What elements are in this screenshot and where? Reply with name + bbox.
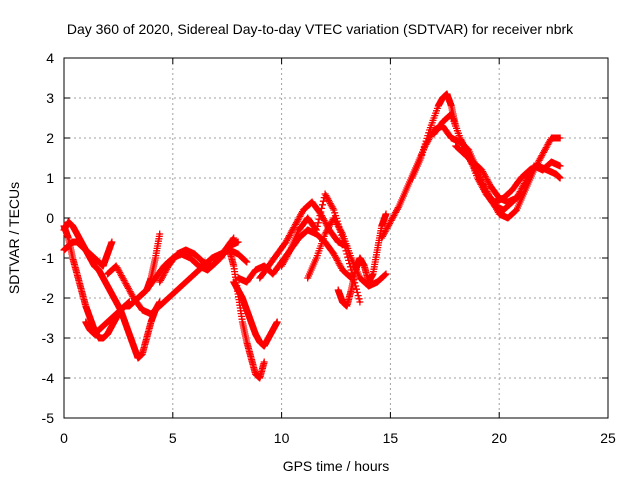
y-tick-label: 4 [46,50,54,66]
x-tick-label: 10 [274,430,290,446]
chart-title: Day 360 of 2020, Sidereal Day-to-day VTE… [67,21,574,37]
y-tick-label: -3 [42,330,55,346]
marker-trail [82,298,133,338]
marker-trail [334,210,390,310]
y-tick-label: -2 [42,290,55,306]
marker-trail [230,278,281,350]
marker-trail [60,238,164,362]
series-arc-14 [334,210,390,310]
marker-trail [60,218,116,270]
y-tick-label: -4 [42,370,55,386]
plot-frame [63,57,609,419]
series-arc-9 [230,278,281,350]
y-tick-label: 1 [46,170,54,186]
x-tick-label: 20 [491,430,507,446]
marker-trail [452,142,564,206]
y-tick-label: -1 [42,250,55,266]
series-arc-3 [60,218,116,270]
series-arc-2 [60,238,164,362]
y-tick-label: 0 [46,210,54,226]
marker-trail [134,234,238,302]
x-tick-labels: 0 5 10 15 20 25 [60,430,616,446]
marker-trail [408,90,564,222]
y-tick-label: 2 [46,130,54,146]
y-axis-label: SDTVAR / TECUs [6,182,22,294]
series-arc-18 [452,142,564,206]
series-arc-15 [378,122,525,242]
x-tick-label: 25 [600,430,616,446]
marker-trail [278,190,364,306]
series-arc-16 [408,90,564,222]
x-tick-label: 5 [169,430,177,446]
marker-trail [378,122,525,242]
x-tick-label: 15 [383,430,399,446]
series-arc-7 [134,234,238,302]
y-tick-labels: -5 -4 -3 -2 -1 0 1 2 3 4 [42,50,55,426]
y-tick-label: -5 [42,410,55,426]
marker-trail [304,214,390,290]
series-arc-4 [82,298,133,338]
x-tick-label: 0 [60,430,68,446]
series-arc-12 [278,190,364,306]
axis-ticks [63,57,609,419]
series-arc-13 [304,214,390,290]
x-axis-label: GPS time / hours [283,458,390,474]
data-points [60,90,564,382]
series-arc-5 [104,246,251,318]
y-tick-label: 3 [46,90,54,106]
